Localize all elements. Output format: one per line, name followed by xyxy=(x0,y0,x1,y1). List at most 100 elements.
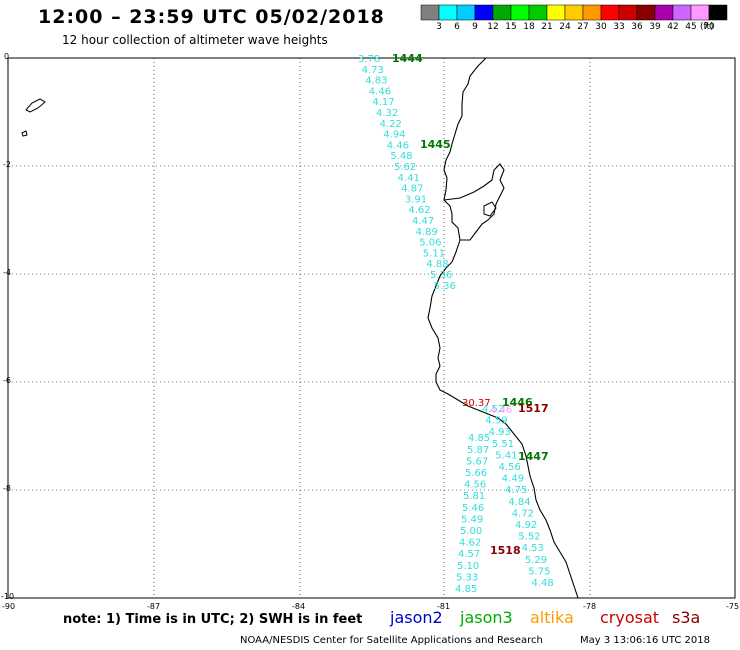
swh-value: 5.52 xyxy=(518,532,540,543)
legend-swatch xyxy=(672,4,692,21)
legend-label: 36 xyxy=(631,22,643,32)
swh-value: 4.52 xyxy=(482,404,504,415)
mission-jason3: jason3 xyxy=(460,608,513,627)
legend-label: 6 xyxy=(454,22,460,32)
swh-value: 5.67 xyxy=(466,456,488,467)
legend-label: 3 xyxy=(436,22,442,32)
lon-tick-84: -84 xyxy=(292,602,306,611)
swh-value: 4.49 xyxy=(502,474,524,485)
swh-value: 4.48 xyxy=(532,578,554,589)
map-frame xyxy=(7,57,736,599)
swh-value: 5.48 xyxy=(390,151,412,162)
track-right: 30.374.524.464.594.854.935.875.515.675.4… xyxy=(455,398,554,595)
swh-value: 4.46 xyxy=(369,86,391,97)
swh-value: 5.62 xyxy=(394,162,416,173)
swh-value: 4.62 xyxy=(408,205,430,216)
lat-tick-2: -2 xyxy=(3,160,11,169)
lat-tick-6: -6 xyxy=(3,376,11,385)
legend-swatch xyxy=(636,4,656,21)
coastline xyxy=(427,57,579,599)
time-label-1446: 1446 xyxy=(502,396,533,409)
legend-swatch xyxy=(618,4,638,21)
mission-jason2: jason2 xyxy=(390,608,443,627)
lon-tick-81: -81 xyxy=(437,602,451,611)
swh-value: 5.51 xyxy=(492,439,514,450)
swh-value: 4.47 xyxy=(412,216,434,227)
lat-tick-4: -4 xyxy=(3,268,11,277)
note-text: note: 1) Time is in UTC; 2) SWH is in fe… xyxy=(63,612,363,627)
lat-tick-10: -10 xyxy=(1,592,15,601)
swh-value: 5.10 xyxy=(457,561,479,572)
legend-swatch xyxy=(654,4,674,21)
swh-value: 5.41 xyxy=(495,450,517,461)
lat-tick-8: -8 xyxy=(3,484,11,493)
swh-value: 4.87 xyxy=(401,184,423,195)
mission-cryosat: cryosat xyxy=(600,608,660,627)
lat-tick-0: 0 xyxy=(4,52,10,61)
swh-value: 5.36 xyxy=(434,281,456,292)
swh-value: 4.46 xyxy=(387,140,409,151)
map-title: 12:00 – 23:59 UTC 05/02/2018 xyxy=(38,6,385,28)
legend-label: 12 xyxy=(487,22,499,32)
legend-swatch xyxy=(708,4,728,21)
swh-value: 5.11 xyxy=(423,248,445,259)
legend-label: 42 xyxy=(667,22,679,32)
legend-label: 18 xyxy=(523,22,535,32)
swh-value: 5.66 xyxy=(465,468,487,479)
swh-value: 5.46 xyxy=(462,503,484,514)
swh-value: 3.78 xyxy=(358,54,380,65)
legend-label: 24 xyxy=(559,22,571,32)
swh-value: 4.85 xyxy=(455,584,477,595)
swh-value: 4.32 xyxy=(376,108,398,119)
legend-label: 39 xyxy=(649,22,661,32)
legend-swatch xyxy=(564,4,584,21)
swh-value: 4.75 xyxy=(505,485,527,496)
legend-swatch xyxy=(456,4,476,21)
puna-island xyxy=(483,201,497,217)
footer-credit: NOAA/NESDIS Center for Satellite Applica… xyxy=(240,635,543,646)
legend-swatch xyxy=(420,4,440,21)
lon-tick-78: -78 xyxy=(583,602,597,611)
swh-value: 5.06 xyxy=(419,238,441,249)
mission-s3a: s3a xyxy=(672,608,701,627)
track-left: 3.784.734.834.464.174.324.224.944.465.48… xyxy=(358,54,456,292)
legend-swatch xyxy=(474,4,494,21)
legend-label: 15 xyxy=(505,22,517,32)
mission-altika: altika xyxy=(530,608,574,627)
time-label-1444: 1444 xyxy=(392,52,423,65)
legend-swatch xyxy=(492,4,512,21)
swh-value: 4.56 xyxy=(499,462,521,473)
swh-value: 4.17 xyxy=(372,97,394,108)
legend-label: 21 xyxy=(541,22,553,32)
galapagos-islands xyxy=(21,98,46,137)
swh-value: 5.00 xyxy=(460,526,482,537)
swh-value: 4.83 xyxy=(365,76,387,87)
legend-swatch xyxy=(600,4,620,21)
swh-value: 4.72 xyxy=(512,508,534,519)
footer-timestamp: May 3 13:06:16 UTC 2018 xyxy=(580,635,710,646)
swh-value: 4.93 xyxy=(489,427,511,438)
swh-value: 4.22 xyxy=(380,119,402,130)
swh-value: 4.53 xyxy=(522,543,544,554)
swh-value: 3.91 xyxy=(405,194,427,205)
swh-value: 4.62 xyxy=(459,538,481,549)
legend-label: 70 xyxy=(703,22,715,32)
swh-value: 4.57 xyxy=(458,549,480,560)
swh-value: 4.59 xyxy=(485,416,507,427)
legend-label: 45 xyxy=(685,22,697,32)
grid-lines xyxy=(8,58,735,598)
swh-value: 5.36 xyxy=(430,270,452,281)
time-label-1447: 1447 xyxy=(518,450,549,463)
swh-value: 5.81 xyxy=(463,491,485,502)
swh-value: 4.88 xyxy=(426,259,448,270)
swh-value: 4.85 xyxy=(468,433,490,444)
swh-value: 5.33 xyxy=(456,572,478,583)
swh-value: 4.41 xyxy=(398,173,420,184)
lon-tick-75: -75 xyxy=(726,602,740,611)
swh-value: 5.87 xyxy=(467,445,489,456)
swh-value: 4.73 xyxy=(362,65,384,76)
legend-label: 27 xyxy=(577,22,589,32)
swh-value: 4.84 xyxy=(508,497,530,508)
swh-value: 5.75 xyxy=(528,566,550,577)
legend-swatch xyxy=(690,4,710,21)
